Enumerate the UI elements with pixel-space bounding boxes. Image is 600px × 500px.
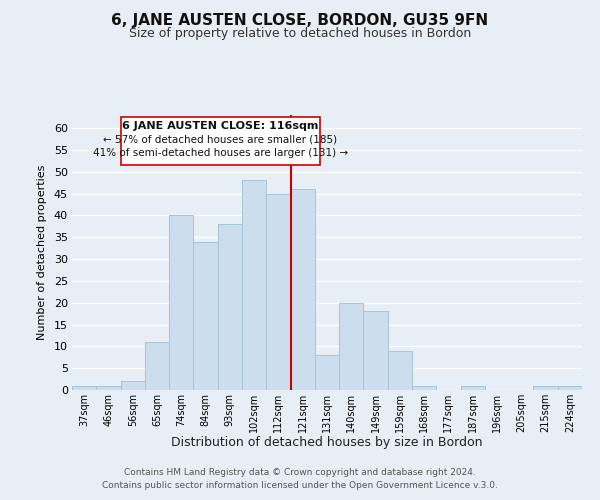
FancyBboxPatch shape bbox=[121, 117, 320, 165]
Text: ← 57% of detached houses are smaller (185): ← 57% of detached houses are smaller (18… bbox=[103, 135, 337, 145]
Bar bbox=[339, 302, 364, 390]
Text: 6 JANE AUSTEN CLOSE: 116sqm: 6 JANE AUSTEN CLOSE: 116sqm bbox=[122, 121, 319, 131]
Bar bbox=[169, 216, 193, 390]
Bar bbox=[290, 189, 315, 390]
Bar bbox=[558, 386, 582, 390]
Bar bbox=[145, 342, 169, 390]
Bar bbox=[388, 350, 412, 390]
Bar bbox=[193, 242, 218, 390]
Bar bbox=[533, 386, 558, 390]
Bar bbox=[266, 194, 290, 390]
Bar bbox=[242, 180, 266, 390]
Bar bbox=[72, 386, 96, 390]
Bar bbox=[218, 224, 242, 390]
Text: Size of property relative to detached houses in Bordon: Size of property relative to detached ho… bbox=[129, 28, 471, 40]
Bar bbox=[96, 386, 121, 390]
Bar bbox=[364, 312, 388, 390]
Bar bbox=[315, 355, 339, 390]
Y-axis label: Number of detached properties: Number of detached properties bbox=[37, 165, 47, 340]
Bar bbox=[461, 386, 485, 390]
Text: 6, JANE AUSTEN CLOSE, BORDON, GU35 9FN: 6, JANE AUSTEN CLOSE, BORDON, GU35 9FN bbox=[112, 12, 488, 28]
Bar bbox=[121, 382, 145, 390]
Bar bbox=[412, 386, 436, 390]
Text: 41% of semi-detached houses are larger (131) →: 41% of semi-detached houses are larger (… bbox=[92, 148, 348, 158]
Text: Contains public sector information licensed under the Open Government Licence v.: Contains public sector information licen… bbox=[102, 480, 498, 490]
Text: Distribution of detached houses by size in Bordon: Distribution of detached houses by size … bbox=[171, 436, 483, 449]
Text: Contains HM Land Registry data © Crown copyright and database right 2024.: Contains HM Land Registry data © Crown c… bbox=[124, 468, 476, 477]
